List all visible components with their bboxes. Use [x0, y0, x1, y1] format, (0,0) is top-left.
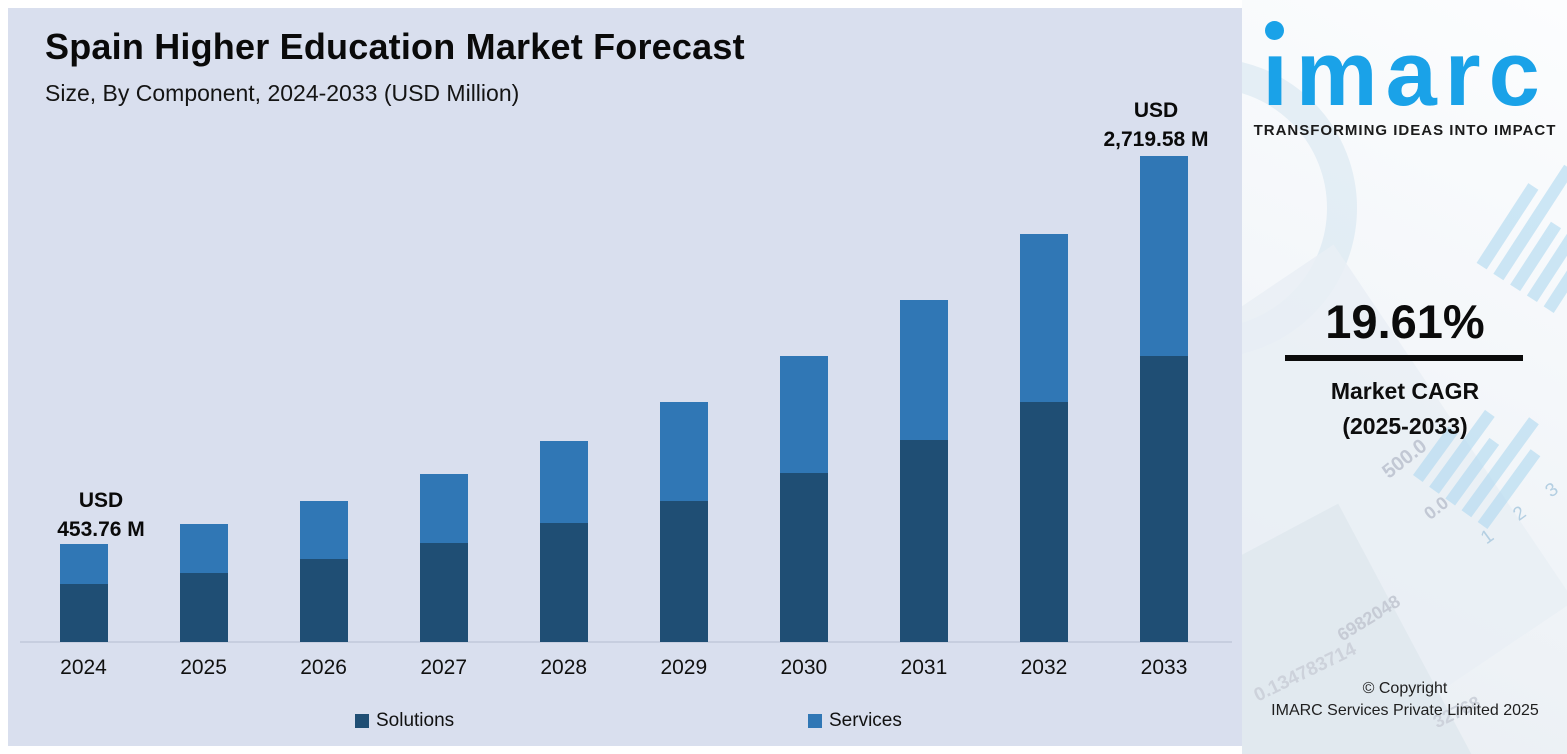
- copyright-line2: IMARC Services Private Limited 2025: [1271, 702, 1539, 719]
- bar-2030: [779, 356, 828, 642]
- value-label-2024-line2: 453.76 M: [57, 518, 145, 541]
- brand-sidebar: 500.0 0.0 1 2 3 4 6982048 0.134783714 32…: [1242, 0, 1567, 754]
- x-label-2024: 2024: [60, 656, 107, 679]
- value-label-2033: USD 2,719.58 M: [1071, 96, 1241, 154]
- bar-2024-solutions: [59, 583, 108, 642]
- copyright-line1: © Copyright: [1362, 680, 1448, 697]
- x-label-2029: 2029: [660, 656, 708, 679]
- bar-2029-solutions: [659, 500, 708, 642]
- value-label-2033-line1: USD: [1133, 99, 1179, 122]
- bar-2031-services: [899, 299, 948, 441]
- cagr-value: 19.61%: [1325, 295, 1485, 348]
- bar-2029: [659, 402, 708, 642]
- legend-swatch-solutions: [355, 714, 369, 728]
- bar-2028: [539, 440, 588, 642]
- imarc-logo-dot: [1265, 21, 1284, 40]
- bar-2029-services: [659, 402, 708, 501]
- bar-2026: [299, 500, 348, 642]
- x-label-2026: 2026: [300, 656, 347, 679]
- bar-2033: [1140, 156, 1189, 642]
- x-label-2030: 2030: [780, 656, 828, 679]
- x-label-2032: 2032: [1020, 656, 1068, 679]
- value-label-2024: USD 453.76 M: [18, 486, 184, 544]
- bar-2024-services: [59, 543, 108, 584]
- x-axis-line: [20, 641, 1232, 643]
- x-label-2027: 2027: [420, 656, 468, 679]
- x-label-2033: 2033: [1140, 656, 1188, 679]
- bar-2030-solutions: [779, 472, 828, 642]
- x-label-2028: 2028: [540, 656, 588, 679]
- bar-2031-solutions: [899, 440, 948, 642]
- cagr-years: (2025-2033): [1342, 413, 1468, 439]
- bar-2027-solutions: [419, 543, 468, 642]
- bar-2024: [59, 543, 108, 642]
- bar-2025-solutions: [179, 573, 228, 642]
- chart-panel: Spain Higher Education Market Forecast S…: [8, 8, 1242, 746]
- imarc-logo-text: ımarc: [1262, 23, 1548, 125]
- legend-label-services: Services: [829, 710, 902, 731]
- bar-2026-services: [299, 500, 348, 560]
- cagr-label: Market CAGR: [1330, 378, 1480, 404]
- legend-label-solutions: Solutions: [376, 710, 455, 731]
- copyright: © Copyright IMARC Services Private Limit…: [1247, 678, 1563, 722]
- bar-2030-services: [779, 356, 828, 473]
- chart-subtitle: Size, By Component, 2024-2033 (USD Milli…: [45, 80, 520, 106]
- bar-2033-services: [1140, 156, 1189, 357]
- bar-2028-solutions: [539, 523, 588, 642]
- chart-title: Spain Higher Education Market Forecast: [45, 26, 745, 67]
- bar-2033-solutions: [1140, 356, 1189, 642]
- decor-bar-watermark-top: [1476, 137, 1567, 313]
- bar-2025-services: [179, 524, 228, 574]
- bar-2027-services: [419, 473, 468, 544]
- value-label-2033-line2: 2,719.58 M: [1103, 128, 1209, 151]
- bar-2032-solutions: [1019, 402, 1068, 642]
- bar-2032-services: [1019, 234, 1068, 403]
- bar-2026-solutions: [299, 559, 348, 642]
- legend-item-solutions: Solutions: [355, 710, 454, 732]
- bar-2027: [419, 473, 468, 642]
- legend-item-services: Services: [808, 710, 902, 732]
- bar-2025: [179, 524, 228, 642]
- x-label-2031: 2031: [900, 656, 948, 679]
- imarc-tagline: TRANSFORMING IDEAS INTO IMPACT: [1253, 122, 1557, 139]
- legend-swatch-services: [808, 714, 822, 728]
- cagr-divider: [1285, 355, 1523, 361]
- value-label-2024-line1: USD: [78, 489, 124, 512]
- x-label-2025: 2025: [180, 656, 227, 679]
- bar-2028-services: [539, 440, 588, 523]
- bar-2031: [899, 299, 948, 642]
- bar-2032: [1019, 234, 1068, 642]
